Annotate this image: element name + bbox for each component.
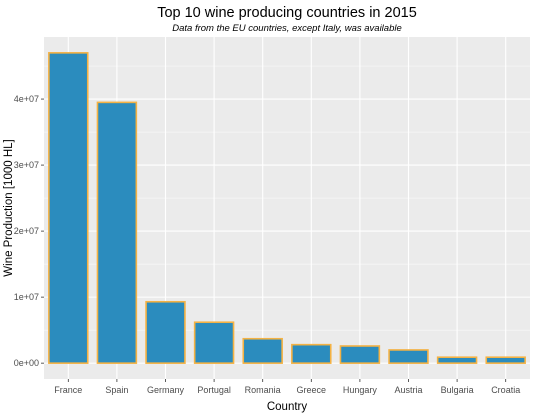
bar-croatia — [485, 356, 526, 364]
y-tick-label-3: 3e+07 — [14, 160, 39, 170]
y-tick-label-4: 4e+07 — [14, 94, 39, 104]
x-axis-title: Country — [267, 401, 308, 413]
bar-greece — [291, 343, 332, 364]
y-tick-label-1: 1e+07 — [14, 292, 39, 302]
y-tick-label-2: 2e+07 — [14, 226, 39, 236]
x-tick-label-bulgaria: Bulgaria — [441, 385, 474, 395]
chart-subtitle: Data from the EU countries, except Italy… — [172, 23, 402, 34]
bar-germany — [145, 300, 186, 364]
bar-austria — [388, 349, 429, 364]
x-axis: France Spain Germany Portugal Romania Greece H… — [54, 379, 520, 395]
bar-bulgaria — [436, 356, 478, 364]
bar-portugal — [193, 321, 235, 364]
x-tick-label-hungary: Hungary — [343, 385, 378, 395]
y-axis: 0e+00 1e+07 2e+07 3e+07 4e+07 — [14, 94, 44, 368]
x-tick-label-germany: Germany — [147, 385, 185, 395]
bars — [48, 52, 526, 364]
bar-romania — [242, 337, 283, 364]
chart-title: Top 10 wine producing countries in 2015 — [157, 5, 417, 21]
x-tick-label-portugal: Portugal — [197, 385, 231, 395]
bar-spain — [96, 101, 138, 364]
x-tick-label-austria: Austria — [394, 385, 422, 395]
x-tick-label-france: France — [54, 385, 82, 395]
x-tick-label-greece: Greece — [297, 385, 327, 395]
y-axis-title: Wine Production [1000 HL] — [3, 139, 15, 276]
x-tick-label-spain: Spain — [105, 385, 128, 395]
bar-hungary — [339, 345, 381, 364]
bar-france — [48, 52, 89, 364]
x-tick-label-croatia: Croatia — [491, 385, 520, 395]
x-tick-label-romania: Romania — [245, 385, 281, 395]
y-tick-label-0: 0e+00 — [14, 358, 39, 368]
